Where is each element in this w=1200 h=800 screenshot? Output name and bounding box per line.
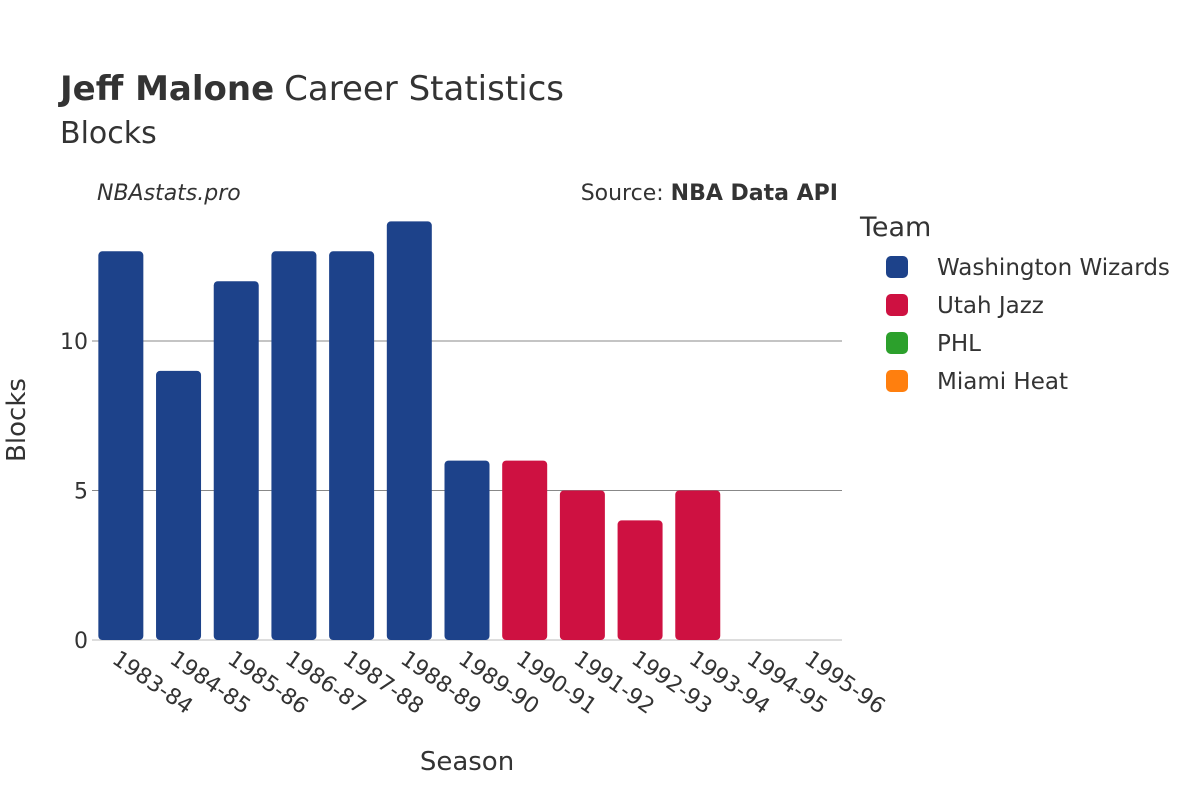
title-rest: Career Statistics	[284, 69, 564, 109]
x-axis-title: Season	[420, 747, 514, 777]
legend-title: Team	[859, 212, 931, 243]
bar-1990-91	[502, 460, 548, 640]
bar-1984-85	[156, 370, 202, 640]
player-name: Jeff Malone	[58, 69, 274, 109]
bar-1986-87	[271, 251, 317, 641]
y-tick-label: 10	[60, 330, 88, 355]
source-note: Source: NBA Data API	[581, 181, 838, 206]
legend-swatch	[886, 256, 908, 278]
y-tick-label: 5	[74, 480, 88, 505]
bar-1993-94	[675, 490, 721, 640]
bar-1985-86	[213, 281, 259, 640]
bar-1988-89	[386, 221, 432, 640]
bar-1992-93	[617, 520, 663, 640]
bar-1983-84	[98, 251, 144, 641]
x-tick-labels: 1983-841984-851985-861986-871987-881988-…	[107, 646, 889, 719]
source-prefix: Source:	[581, 181, 671, 206]
legend: Team Washington Wizards Utah Jazz PHL Miami…	[859, 212, 1170, 395]
y-tick-label: 0	[74, 629, 88, 654]
chart-title: Jeff Malone Career Statistics	[58, 69, 564, 109]
legend-label: Miami Heat	[937, 369, 1068, 395]
legend-swatch	[886, 294, 908, 316]
legend-label: PHL	[937, 331, 981, 357]
watermark: NBAstats.pro	[97, 181, 241, 206]
y-tick-labels: 0 5 10	[60, 330, 88, 654]
legend-label: Utah Jazz	[937, 293, 1044, 319]
bars	[98, 221, 721, 641]
bar-1989-90	[444, 460, 490, 640]
bar-1987-88	[329, 251, 375, 641]
source-name: NBA Data API	[671, 181, 838, 206]
bar-1991-92	[559, 490, 605, 640]
legend-swatch	[886, 370, 908, 392]
chart-subtitle: Blocks	[60, 116, 157, 151]
legend-label: Washington Wizards	[937, 255, 1170, 281]
legend-swatch	[886, 332, 908, 354]
y-axis-title: Blocks	[2, 378, 32, 462]
